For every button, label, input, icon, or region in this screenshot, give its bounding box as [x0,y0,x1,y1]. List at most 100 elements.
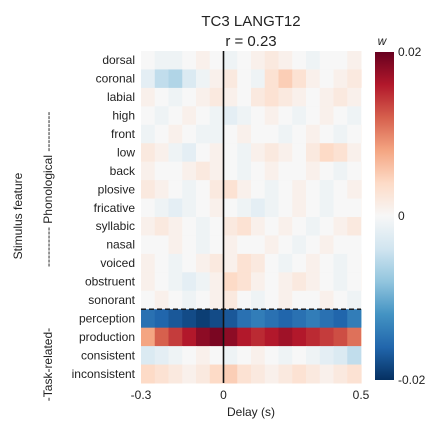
heatmap-cell [361,253,362,273]
row-label: voiced [100,256,135,270]
heatmap-cell [347,364,362,384]
heatmap-cell [264,51,279,70]
heatmap-cell [251,253,266,273]
heatmap-cell [333,69,348,89]
heatmap-cell [264,346,279,366]
heatmap-cell [141,69,156,89]
heatmap-cell [168,161,183,181]
heatmap-cell [278,87,293,107]
row-label: obstruent [85,275,136,289]
heatmap-cell [319,51,334,70]
heatmap-cell [209,198,224,218]
heatmap-cell [292,87,307,107]
heatmap-cell [223,180,238,200]
row-label: production [79,330,135,344]
heatmap-cell [209,217,224,236]
heatmap-cell [196,180,211,200]
heatmap-cell [347,87,362,107]
heatmap-cell [196,272,211,292]
heatmap-cell [237,235,252,255]
heatmap-cell [347,51,362,70]
heatmap-cell [264,290,279,310]
heatmap-cell [154,235,169,255]
heatmap-cell [361,364,362,384]
chart-subtitle: r = 0.23 [225,33,276,50]
heatmap-cell [264,198,279,218]
heatmap-cell [347,143,362,163]
heatmap-cell [347,309,362,329]
heatmap-cell [154,309,169,329]
heatmap-cell [347,253,362,273]
heatmap-cell [333,87,348,107]
x-axis-label: Delay (s) [227,405,275,419]
heatmap-cell [264,180,279,200]
heatmap-cell [251,364,266,384]
heatmap-cell [182,51,197,70]
heatmap-cell [278,309,293,329]
heatmap-cell [347,161,362,181]
heatmap-cell [278,346,293,366]
heatmap-cell [361,290,362,310]
colorbar-tick-label: 0 [398,209,405,223]
heatmap-cell [292,161,307,181]
heatmap-cell [278,272,293,292]
heatmap-cell [361,180,362,200]
heatmap-cell [361,198,362,218]
heatmap-cell [278,327,293,347]
heatmap-cell [223,161,238,181]
heatmap-cell [223,217,238,236]
heatmap-cell [306,346,321,366]
heatmap-cell [278,51,293,70]
row-label: front [111,127,136,141]
heatmap-cell [141,327,156,347]
heatmap-cell [154,290,169,310]
heatmap-cell [209,124,224,144]
heatmap-cell [141,198,156,218]
heatmap-cell [292,217,307,236]
heatmap-cell [278,364,293,384]
heatmap-cell [347,235,362,255]
heatmap-cell [333,364,348,384]
heatmap-cell [141,346,156,366]
heatmap-cell [196,290,211,310]
heatmap-cell [264,87,279,107]
heatmap-cell [319,161,334,181]
heatmap-cell [237,327,252,347]
heatmap-cell [251,327,266,347]
heatmap-cell [182,327,197,347]
heatmap-cell [168,253,183,273]
heatmap-cell [168,143,183,163]
heatmap-cell [347,217,362,236]
heatmap-cell [278,253,293,273]
heatmap-cell [292,180,307,200]
heatmap-cell [196,346,211,366]
heatmap-cell [264,327,279,347]
group-labels: ---------- Phonological ---------- -Task-… [41,112,55,402]
heatmap-cell [154,198,169,218]
heatmap-cell [182,69,197,89]
heatmap-cell [141,180,156,200]
heatmap-cell [306,180,321,200]
heatmap-cell [182,198,197,218]
row-label: high [112,109,135,123]
heatmap-cell [361,309,362,329]
heatmap-cell [306,217,321,236]
row-label: consistent [81,348,136,362]
heatmap-cell [361,272,362,292]
heatmap-cell [361,51,362,70]
heatmap-cell [154,87,169,107]
heatmap-cell [333,51,348,70]
heatmap-cell [223,51,238,70]
heatmap-cell [264,161,279,181]
heatmap-cell [182,106,197,126]
heatmap-cell [141,364,156,384]
heatmap-cell [154,253,169,273]
heatmap-cell [141,272,156,292]
heatmap-cell [278,124,293,144]
row-label: coronal [96,72,135,86]
heatmap-cell [182,346,197,366]
heatmap-cell [168,198,183,218]
heatmap-cell [196,217,211,236]
heatmap-cell [154,346,169,366]
heatmap-cell [209,290,224,310]
